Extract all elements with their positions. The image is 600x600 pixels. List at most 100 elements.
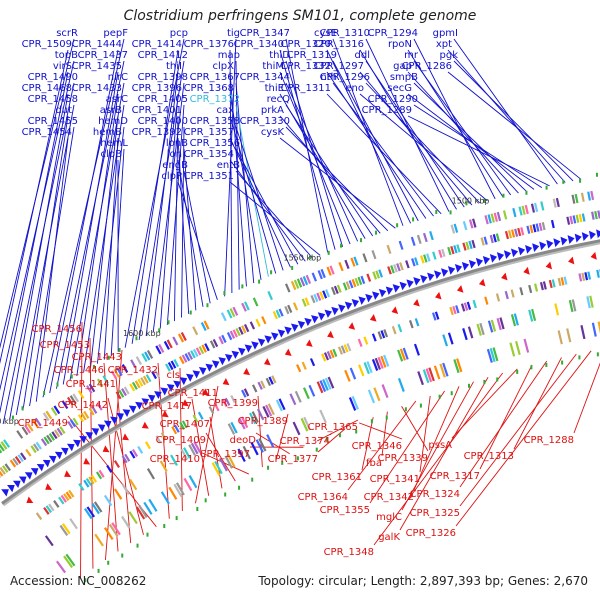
feature-band-segment	[378, 269, 383, 278]
reverse-gene-label: CPR_1441	[66, 379, 116, 390]
forward-gene-arrow	[211, 360, 220, 369]
feature-band-segment	[181, 420, 188, 429]
feature-band-segment	[490, 319, 497, 332]
feature-band-segment	[373, 387, 381, 402]
forward-gene-arrow	[198, 367, 207, 376]
feature-band-segment	[316, 292, 322, 301]
feature-band-segment	[192, 414, 199, 423]
feature-band-segment	[371, 333, 377, 342]
forward-leader-line	[0, 60, 75, 391]
forward-gene-label: CPR_1458	[28, 94, 78, 105]
feature-band-segment	[159, 460, 168, 472]
reverse-gene-arrow	[181, 399, 189, 407]
feature-band-segment	[158, 343, 165, 353]
forward-gene-label: CPR_1286	[402, 61, 452, 72]
forward-gene-arrow	[510, 248, 519, 258]
feature-band-segment	[495, 293, 501, 302]
feature-band-segment	[480, 237, 485, 246]
feature-band-segment	[442, 362, 449, 377]
forward-leader-line	[177, 181, 218, 300]
marker-tick	[412, 217, 415, 222]
feature-band-segment	[214, 403, 220, 412]
reverse-gene-label: CPR_1456	[32, 324, 82, 335]
feature-band-segment	[128, 511, 138, 525]
forward-gene-arrow	[290, 323, 299, 332]
feature-band-segment	[417, 371, 424, 386]
feature-band-segment	[471, 239, 476, 249]
forward-gene-label: CPR_1356	[190, 138, 240, 149]
feature-band-segment	[266, 434, 275, 448]
feature-band-segment	[167, 361, 174, 371]
feature-band-segment	[229, 308, 236, 318]
feature-band-segment	[548, 279, 553, 289]
feature-band-segment	[208, 406, 215, 415]
feature-band-segment	[587, 191, 592, 201]
forward-gene-arrow	[116, 412, 124, 421]
forward-leader-line	[407, 71, 519, 194]
forward-gene-label: CPR_1454	[22, 127, 72, 138]
feature-band-segment	[143, 501, 153, 515]
feature-band-segment	[0, 466, 6, 475]
marker-tick	[450, 391, 453, 396]
marker-tick	[327, 250, 330, 255]
forward-gene-arrow	[427, 272, 435, 282]
marker-tick	[578, 355, 581, 360]
feature-band-segment	[383, 354, 390, 367]
marker-tick	[204, 498, 207, 503]
feature-band-segment	[512, 207, 517, 218]
feature-band-segment	[180, 332, 187, 342]
feature-band-segment	[301, 361, 307, 370]
feature-band-segment	[289, 393, 297, 406]
forward-gene-arrow	[79, 435, 87, 444]
feature-band-segment	[146, 468, 155, 480]
feature-band-segment	[393, 264, 398, 273]
feature-band-segment	[63, 493, 70, 502]
feature-band-segment	[138, 504, 148, 518]
forward-gene-arrow	[378, 288, 387, 298]
feature-band-segment	[414, 318, 420, 327]
feature-band-segment	[518, 206, 523, 216]
forward-leader-line	[447, 49, 566, 183]
forward-gene-label: map	[218, 50, 240, 61]
marker-tick	[309, 255, 312, 260]
map-title: Clostridium perfringens SM101, complete …	[123, 8, 477, 24]
feature-band-segment	[179, 421, 186, 430]
feature-band-segment	[580, 192, 585, 202]
forward-gene-arrow	[154, 391, 162, 399]
forward-gene-label: CPR_1400	[138, 116, 188, 127]
marker-tick	[385, 415, 388, 420]
feature-band-segment	[346, 343, 352, 352]
feature-band-segment	[110, 370, 118, 380]
feature-band-segment	[197, 411, 204, 420]
forward-gene-label: CPR_1297	[314, 61, 364, 72]
reverse-gene-arrow	[348, 322, 356, 330]
forward-leader-line	[413, 60, 512, 196]
forward-leader-line	[166, 104, 185, 325]
forward-gene-arrow	[588, 230, 596, 240]
forward-gene-arrow	[482, 255, 491, 265]
feature-band-segment	[106, 464, 113, 473]
forward-leader-line	[413, 82, 527, 192]
forward-leader-line	[407, 115, 550, 187]
marker-tick	[396, 223, 399, 228]
marker-tick	[189, 310, 192, 315]
forward-leader-line	[359, 71, 473, 206]
feature-band-segment	[238, 326, 244, 335]
feature-band-segment	[540, 201, 545, 211]
feature-band-segment	[165, 363, 171, 372]
forward-gene-arrow	[406, 279, 414, 288]
forward-gene-label: CPR_1320	[281, 39, 331, 50]
reverse-gene-label: mglC	[376, 512, 402, 523]
forward-gene-label: CPR_1330	[240, 116, 290, 127]
feature-band-segment	[118, 389, 125, 398]
feature-band-segment	[357, 276, 363, 286]
feature-band-segment	[414, 257, 419, 266]
feature-band-segment	[116, 367, 123, 377]
reverse-gene-label: CPR_1442	[58, 400, 108, 411]
feature-band-segment	[224, 455, 233, 469]
reverse-gene-arrow	[413, 298, 420, 307]
marker-tick	[502, 193, 505, 198]
feature-band-segment	[453, 223, 459, 233]
feature-band-segment	[528, 309, 534, 322]
feature-band-segment	[293, 279, 300, 289]
